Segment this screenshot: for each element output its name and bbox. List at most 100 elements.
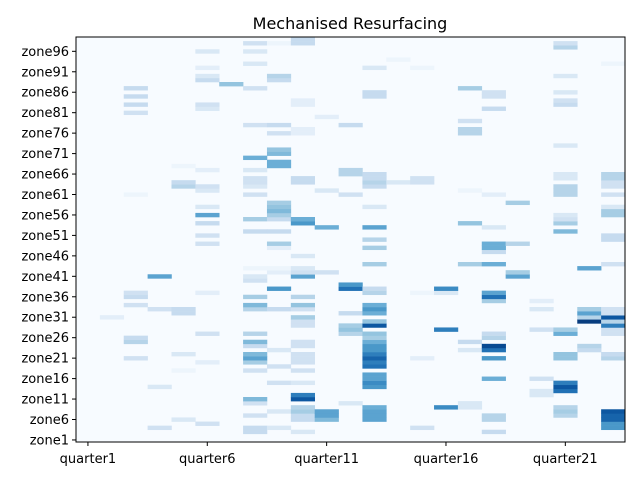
y-tick-label: zone56 bbox=[21, 208, 69, 223]
heatmap-cell bbox=[243, 278, 268, 283]
heatmap-cell bbox=[266, 266, 292, 271]
heatmap-cell bbox=[362, 405, 387, 410]
heatmap-cell bbox=[362, 339, 387, 345]
heatmap-cell bbox=[266, 229, 292, 234]
heatmap-cell bbox=[266, 347, 292, 353]
heatmap-cell bbox=[481, 417, 506, 422]
heatmap-cell bbox=[266, 307, 292, 312]
heatmap-cell bbox=[553, 409, 578, 414]
heatmap-cell bbox=[338, 167, 363, 173]
heatmap-cell bbox=[553, 45, 578, 50]
heatmap-cell bbox=[362, 319, 387, 324]
heatmap-cell bbox=[290, 41, 315, 46]
heatmap-cell bbox=[577, 347, 602, 353]
heatmap-cell bbox=[338, 286, 363, 291]
plot-area bbox=[76, 37, 625, 442]
heatmap-cell bbox=[290, 352, 315, 357]
y-tick-label: zone76 bbox=[21, 127, 69, 142]
heatmap-cell bbox=[601, 421, 626, 426]
y-tick-label: zone66 bbox=[21, 168, 69, 183]
heatmap-cell bbox=[314, 225, 339, 230]
heatmap-cell bbox=[290, 339, 315, 345]
heatmap-cell bbox=[601, 184, 626, 189]
heatmap-cell bbox=[601, 409, 626, 414]
heatmap-cell bbox=[243, 49, 268, 54]
heatmap-cell bbox=[314, 270, 339, 275]
heatmap-cell bbox=[338, 327, 363, 332]
heatmap-cell bbox=[601, 323, 626, 328]
heatmap-cell bbox=[577, 319, 602, 324]
heatmap-cell bbox=[553, 413, 578, 418]
heatmap-cell bbox=[362, 237, 387, 242]
heatmap-cell bbox=[362, 364, 387, 369]
y-tick-label: zone61 bbox=[21, 188, 69, 203]
heatmap-cell bbox=[362, 372, 387, 377]
heatmap-cell bbox=[290, 413, 315, 418]
heatmap-cell bbox=[290, 307, 315, 312]
heatmap-cell bbox=[505, 200, 530, 206]
heatmap-cell bbox=[553, 221, 578, 226]
heatmap-cell bbox=[601, 319, 626, 324]
heatmap-cell bbox=[195, 212, 220, 218]
heatmap-cell bbox=[553, 41, 578, 46]
heatmap-cell bbox=[290, 221, 315, 226]
heatmap-cell bbox=[362, 290, 387, 296]
heatmap-cell bbox=[601, 417, 626, 422]
heatmap-cell bbox=[457, 401, 483, 406]
heatmap-cell bbox=[171, 368, 196, 373]
heatmap-cell bbox=[481, 331, 506, 336]
heatmap-cell bbox=[147, 425, 172, 431]
y-tick-label: zone71 bbox=[21, 147, 69, 162]
heatmap-cell bbox=[362, 356, 387, 361]
heatmap-cell bbox=[553, 172, 578, 177]
heatmap-cell bbox=[386, 180, 411, 185]
heatmap-cell bbox=[457, 347, 483, 353]
heatmap-cell bbox=[481, 356, 506, 361]
heatmap-cell bbox=[481, 106, 506, 111]
heatmap-cell bbox=[290, 380, 315, 386]
heatmap-cell bbox=[410, 356, 435, 361]
heatmap-cell bbox=[601, 180, 626, 185]
heatmap-cell bbox=[362, 360, 387, 365]
heatmap-cell bbox=[266, 380, 292, 386]
y-tick-label: zone46 bbox=[21, 249, 69, 264]
y-tick-label: zone41 bbox=[21, 270, 69, 285]
heatmap-cell bbox=[529, 392, 554, 398]
heatmap-cell bbox=[266, 364, 292, 369]
y-tick-label: zone6 bbox=[30, 413, 69, 428]
heatmap-cell bbox=[553, 331, 578, 336]
heatmap-cell bbox=[601, 212, 626, 218]
heatmap-cell bbox=[481, 335, 506, 341]
heatmap-cell bbox=[290, 270, 315, 275]
heatmap-cell bbox=[290, 102, 315, 107]
heatmap-cell bbox=[266, 270, 292, 275]
heatmap-cell bbox=[147, 274, 172, 279]
heatmap-cell bbox=[529, 388, 554, 394]
heatmap-cell bbox=[338, 323, 363, 328]
heatmap-cell bbox=[290, 217, 315, 222]
heatmap-cell bbox=[290, 180, 315, 185]
heatmap-cell bbox=[123, 302, 148, 308]
heatmap-cell bbox=[314, 417, 339, 422]
heatmap-cell bbox=[529, 307, 554, 312]
heatmap-cell bbox=[553, 380, 578, 386]
heatmap-cell bbox=[457, 221, 483, 226]
heatmap-cell bbox=[290, 294, 315, 300]
heatmap-cell bbox=[266, 73, 292, 79]
heatmap-cell bbox=[601, 315, 626, 320]
heatmap-cell bbox=[601, 425, 626, 431]
heatmap-cell bbox=[266, 208, 292, 214]
heatmap-cell bbox=[457, 118, 483, 124]
heatmap-cell bbox=[553, 188, 578, 193]
heatmap-cell bbox=[266, 41, 292, 46]
heatmap-cell bbox=[481, 241, 506, 246]
heatmap-cell bbox=[553, 176, 578, 181]
heatmap-cell bbox=[243, 401, 268, 406]
heatmap-cell bbox=[219, 82, 244, 87]
heatmap-cell bbox=[290, 323, 315, 328]
heatmap-cell bbox=[338, 192, 363, 197]
heatmap-cell bbox=[553, 184, 578, 189]
heatmap-cell bbox=[481, 290, 506, 296]
y-tick-label: zone21 bbox=[21, 352, 69, 367]
heatmap-cell bbox=[290, 356, 315, 361]
